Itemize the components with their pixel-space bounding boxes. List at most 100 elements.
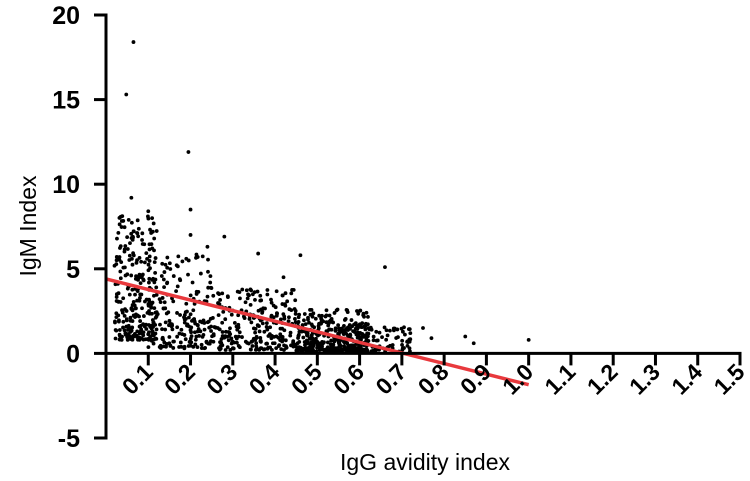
data-point [146, 262, 151, 267]
data-point [186, 272, 190, 277]
data-point [243, 339, 248, 344]
data-point [120, 310, 125, 315]
data-point [235, 289, 240, 294]
data-point [364, 310, 369, 315]
axes [104, 13, 742, 440]
data-point [237, 345, 242, 350]
data-point [112, 263, 117, 268]
data-point [223, 317, 228, 322]
data-point [134, 306, 138, 311]
data-point [283, 338, 288, 343]
data-point [175, 311, 179, 315]
data-point [349, 318, 354, 322]
data-point [231, 346, 236, 351]
data-point [226, 338, 231, 343]
data-point [139, 259, 144, 264]
regression-line [105, 277, 530, 387]
data-point [224, 329, 228, 334]
data-point [135, 231, 140, 236]
data-point [356, 311, 361, 316]
data-point [171, 339, 176, 344]
data-point [217, 347, 222, 352]
data-point [128, 318, 133, 323]
data-point [408, 331, 413, 335]
data-point [406, 327, 411, 332]
data-point [304, 331, 309, 335]
data-point [265, 341, 269, 346]
data-point [138, 296, 142, 300]
data-point [208, 274, 213, 279]
data-point [363, 327, 368, 332]
data-point [336, 340, 341, 345]
data-point [139, 323, 143, 328]
data-point [152, 293, 156, 298]
data-point [130, 238, 135, 242]
data-point [114, 315, 119, 320]
data-point [138, 319, 143, 323]
data-point [260, 321, 265, 326]
data-point [142, 260, 147, 265]
data-point [384, 328, 389, 333]
data-point [265, 346, 270, 351]
data-point [342, 323, 346, 328]
data-point [146, 323, 151, 327]
data-point [342, 339, 346, 344]
x-tick-label: 0.7 [370, 359, 411, 400]
data-point [327, 313, 332, 318]
data-point [220, 334, 225, 338]
data-point [324, 308, 329, 313]
data-point [125, 247, 130, 251]
data-point [143, 299, 147, 304]
y-tick-label: 0 [66, 340, 80, 368]
data-point [163, 262, 168, 267]
data-point [162, 285, 166, 289]
data-point [218, 298, 223, 302]
data-point [250, 292, 255, 297]
data-point [249, 339, 254, 344]
data-point [114, 328, 119, 333]
data-point [303, 343, 307, 347]
data-point [174, 289, 178, 294]
data-point [122, 313, 127, 318]
data-point [343, 317, 348, 321]
data-point [155, 312, 160, 317]
data-point [152, 280, 157, 285]
data-point [220, 291, 225, 296]
data-point [240, 335, 244, 339]
data-point [124, 318, 129, 323]
data-point [128, 334, 133, 339]
x-tick-label: 0.3 [201, 359, 242, 400]
data-point [377, 330, 382, 335]
data-point [303, 322, 308, 327]
data-point [161, 306, 166, 311]
data-point [162, 270, 167, 274]
data-point [274, 346, 279, 350]
data-point [183, 337, 188, 342]
data-point [137, 314, 141, 319]
data-point [254, 336, 259, 340]
data-point [205, 294, 210, 299]
data-point [166, 310, 171, 315]
data-point [147, 276, 152, 281]
data-point [329, 338, 334, 343]
data-point [289, 291, 294, 296]
data-point [203, 346, 208, 350]
data-point [246, 292, 250, 297]
data-point [297, 339, 302, 344]
data-point [366, 338, 371, 343]
data-point [117, 222, 122, 227]
data-point [200, 254, 205, 259]
data-point [180, 332, 185, 337]
data-point [282, 316, 287, 321]
data-point [309, 307, 314, 312]
data-point [202, 327, 207, 332]
data-point [150, 216, 155, 221]
data-point [296, 332, 301, 337]
data-point [127, 292, 132, 297]
data-point [149, 338, 154, 343]
data-point [287, 315, 291, 320]
data-point [133, 315, 137, 319]
data-point [129, 220, 134, 225]
x-tick-label: 0.6 [328, 359, 369, 400]
data-point [177, 345, 182, 349]
